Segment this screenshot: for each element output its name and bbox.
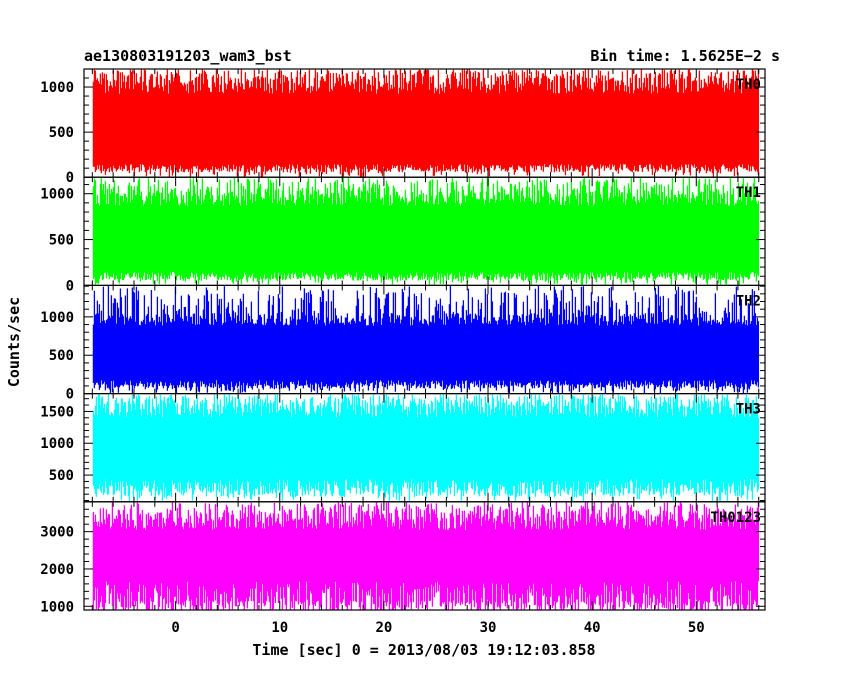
y-tick-label: 1500 [40, 404, 74, 420]
series-th2 [92, 285, 760, 394]
chart-title: ae130803191203_wam3_bst [84, 47, 292, 65]
bin-time-label: Bin time: 1.5625E−2 s [590, 47, 780, 65]
series-th0123 [92, 501, 760, 610]
panel-label: TH0 [736, 77, 761, 93]
x-tick-label: 40 [584, 620, 601, 636]
y-tick-label: 0 [66, 278, 74, 294]
x-axis-label: Time [sec] 0 = 2013/08/03 19:12:03.858 [252, 641, 595, 659]
x-tick-label: 20 [375, 620, 392, 636]
y-tick-label: 0 [66, 170, 74, 186]
y-tick-label: 500 [49, 233, 74, 249]
series-th3 [92, 393, 760, 502]
x-tick-label: 30 [480, 620, 497, 636]
y-axis-label: Counts/sec [5, 297, 23, 387]
y-tick-label: 3000 [40, 525, 74, 541]
panel-th0123: 1000 2000 3000 TH0123 [40, 501, 766, 615]
x-tick-label: 50 [688, 620, 705, 636]
panel-label: TH0123 [710, 510, 761, 526]
y-tick-label: 1000 [40, 436, 74, 452]
y-tick-label: 2000 [40, 562, 74, 578]
panel-label: TH3 [736, 402, 761, 418]
y-tick-label: 500 [49, 468, 74, 484]
y-tick-label: 1000 [40, 310, 74, 326]
panel-th1: 0 500 1000 TH1 [40, 176, 766, 294]
panel-th0: 0 500 1000 TH0 [40, 68, 766, 186]
y-tick-label: 500 [49, 125, 74, 141]
x-tick-label: 10 [271, 620, 288, 636]
x-tick-label: 0 [171, 620, 179, 636]
y-tick-label: 500 [49, 348, 74, 364]
y-tick-label: 1000 [40, 599, 74, 615]
panel-th3: 500 1000 1500 TH3 [40, 393, 766, 503]
series-th0 [92, 69, 760, 178]
panel-label: TH1 [736, 185, 761, 201]
panel-label: TH2 [736, 293, 761, 309]
panel-th2: 0 500 1000 TH2 [40, 284, 766, 403]
series-th1 [92, 177, 760, 286]
y-tick-label: 0 [66, 387, 74, 403]
panel-frame [83, 501, 766, 611]
y-tick-label: 1000 [40, 80, 74, 96]
y-tick-label: 1000 [40, 187, 74, 203]
